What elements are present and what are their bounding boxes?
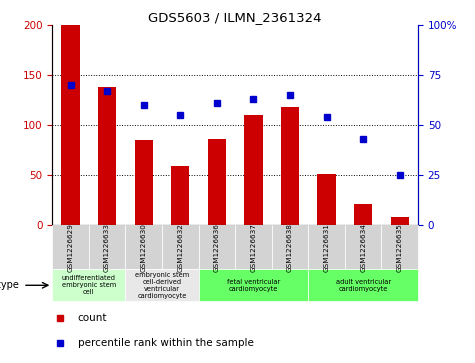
Text: GSM1226636: GSM1226636 <box>214 223 220 272</box>
Text: GSM1226631: GSM1226631 <box>323 223 330 272</box>
Text: GSM1226637: GSM1226637 <box>250 223 256 272</box>
Text: GSM1226638: GSM1226638 <box>287 223 293 272</box>
Text: GSM1226635: GSM1226635 <box>397 223 403 272</box>
Bar <box>272 225 308 269</box>
Text: GSM1226632: GSM1226632 <box>177 223 183 272</box>
Bar <box>208 139 226 225</box>
Bar <box>244 115 263 225</box>
Bar <box>134 140 153 225</box>
Text: GSM1226633: GSM1226633 <box>104 223 110 272</box>
Text: GSM1226630: GSM1226630 <box>141 223 147 272</box>
Text: GSM1226629: GSM1226629 <box>67 223 74 272</box>
Text: count: count <box>78 313 107 323</box>
Bar <box>52 269 125 301</box>
Bar <box>171 166 190 225</box>
Bar <box>125 225 162 269</box>
Bar <box>235 225 272 269</box>
Bar <box>98 87 116 225</box>
Bar <box>52 225 89 269</box>
Text: fetal ventricular
cardiomyocyte: fetal ventricular cardiomyocyte <box>227 279 280 292</box>
Text: cell type: cell type <box>0 280 19 290</box>
Bar <box>89 225 125 269</box>
Bar <box>125 269 199 301</box>
Bar <box>390 217 409 225</box>
Bar <box>308 225 345 269</box>
Bar <box>381 225 418 269</box>
Title: GDS5603 / ILMN_2361324: GDS5603 / ILMN_2361324 <box>148 11 322 24</box>
Text: embryonic stem
cell-derived
ventricular
cardiomyocyte: embryonic stem cell-derived ventricular … <box>135 272 189 299</box>
Bar <box>199 269 308 301</box>
Bar <box>199 225 235 269</box>
Bar <box>354 204 372 225</box>
Text: undifferentiated
embryonic stem
cell: undifferentiated embryonic stem cell <box>62 275 116 295</box>
Bar <box>317 174 336 225</box>
Bar <box>61 25 80 225</box>
Bar <box>281 107 299 225</box>
Bar <box>345 225 381 269</box>
Text: percentile rank within the sample: percentile rank within the sample <box>78 338 254 348</box>
Bar <box>162 225 199 269</box>
Text: adult ventricular
cardiomyocyte: adult ventricular cardiomyocyte <box>335 279 391 292</box>
Bar <box>308 269 418 301</box>
Text: GSM1226634: GSM1226634 <box>360 223 366 272</box>
